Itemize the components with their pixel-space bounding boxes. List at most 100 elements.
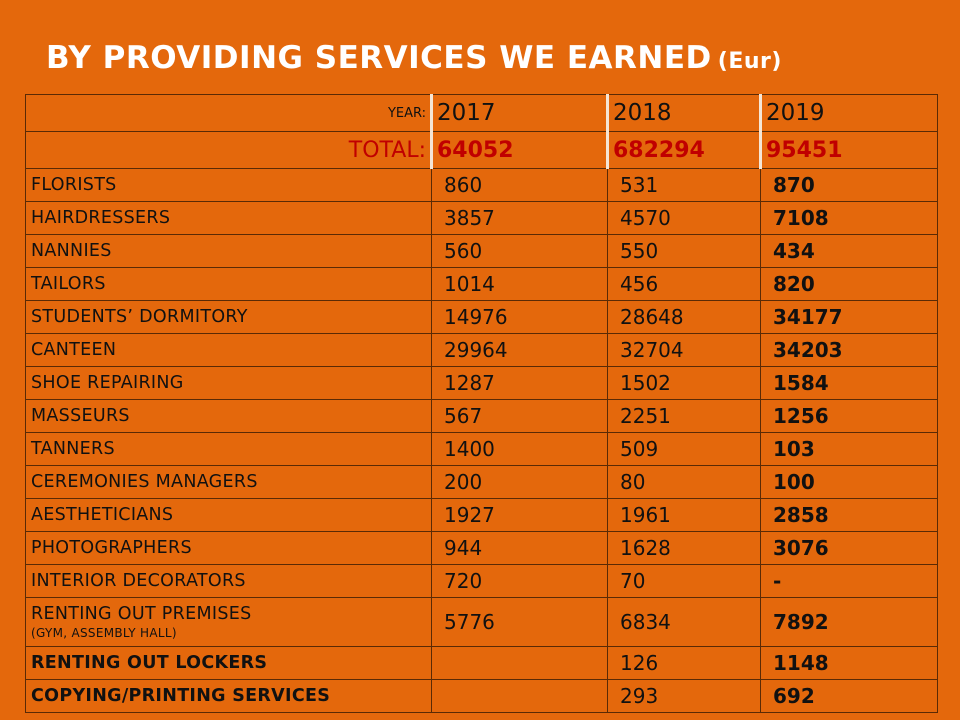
service-name: STUDENTS’ DORMITORY (25, 300, 432, 334)
year-2017: 2017 (430, 94, 608, 132)
value-2018: 550 (607, 234, 761, 268)
total-label: TOTAL: (25, 131, 432, 169)
value-2017: 567 (431, 399, 608, 433)
service-name-text: MASSEURS (31, 406, 130, 426)
service-name-text: CANTEEN (31, 340, 117, 360)
service-name: RENTING OUT PREMISES (GYM, ASSEMBLY HALL) (25, 597, 432, 647)
table-row: COPYING/PRINTING SERVICES 293 692 (25, 679, 938, 713)
value-2018: 293 (607, 679, 761, 713)
service-name-text: COPYING/PRINTING SERVICES (31, 686, 331, 706)
value-2017: 14976 (431, 300, 608, 334)
service-name: PHOTOGRAPHERS (25, 531, 432, 565)
value-2019: 434 (760, 234, 938, 268)
value-2018: 1502 (607, 366, 761, 400)
value-2017: 1400 (431, 432, 608, 466)
value-2019: 7892 (760, 597, 938, 647)
value-2017: 1014 (431, 267, 608, 301)
value-2018: 80 (607, 465, 761, 499)
value-2017: 1927 (431, 498, 608, 532)
service-name: NANNIES (25, 234, 432, 268)
table-row: PHOTOGRAPHERS 944 1628 3076 (25, 531, 938, 565)
service-name-text: AESTHETICIANS (31, 505, 174, 525)
value-2019: 34177 (760, 300, 938, 334)
table-row: CEREMONIES MANAGERS 200 80 100 (25, 465, 938, 499)
value-2017 (431, 646, 608, 680)
page-title: BY PROVIDING SERVICES WE EARNED (Eur) (46, 40, 782, 76)
table-row: RENTING OUT PREMISES (GYM, ASSEMBLY HALL)… (25, 597, 938, 647)
table-row: RENTING OUT LOCKERS 126 1148 (25, 646, 938, 680)
value-2019: 820 (760, 267, 938, 301)
year-header-row: YEAR: 2017 2018 2019 (25, 94, 938, 132)
table-row: FLORISTS 860 531 870 (25, 168, 938, 202)
table-row: TAILORS 1014 456 820 (25, 267, 938, 301)
service-name-text: INTERIOR DECORATORS (31, 571, 246, 591)
value-2018: 2251 (607, 399, 761, 433)
value-2017: 944 (431, 531, 608, 565)
service-name-text: TANNERS (31, 439, 115, 459)
value-2019: 100 (760, 465, 938, 499)
table-row: STUDENTS’ DORMITORY 14976 28648 34177 (25, 300, 938, 334)
value-2019: 103 (760, 432, 938, 466)
value-2017: 560 (431, 234, 608, 268)
table-row: MASSEURS 567 2251 1256 (25, 399, 938, 433)
value-2018: 126 (607, 646, 761, 680)
service-name-text: PHOTOGRAPHERS (31, 538, 192, 558)
service-name-text: STUDENTS’ DORMITORY (31, 307, 248, 327)
total-2017: 64052 (430, 131, 608, 169)
service-name: MASSEURS (25, 399, 432, 433)
service-name-text: TAILORS (31, 274, 106, 294)
value-2019: 1148 (760, 646, 938, 680)
service-name-text: SHOE REPAIRING (31, 373, 184, 393)
service-subtitle: (GYM, ASSEMBLY HALL) (31, 626, 177, 640)
value-2017: 720 (431, 564, 608, 598)
value-2018: 1961 (607, 498, 761, 532)
service-name: HAIRDRESSERS (25, 201, 432, 235)
value-2019: 1584 (760, 366, 938, 400)
year-2018: 2018 (606, 94, 761, 132)
value-2018: 32704 (607, 333, 761, 367)
service-name: RENTING OUT LOCKERS (25, 646, 432, 680)
table-row: HAIRDRESSERS 3857 4570 7108 (25, 201, 938, 235)
value-2017 (431, 679, 608, 713)
value-2019: 870 (760, 168, 938, 202)
earnings-table: YEAR: 2017 2018 2019 TOTAL: 64052 682294… (25, 94, 938, 713)
value-2017: 1287 (431, 366, 608, 400)
value-2018: 531 (607, 168, 761, 202)
value-2019: 34203 (760, 333, 938, 367)
value-2017: 29964 (431, 333, 608, 367)
service-name-text: RENTING OUT LOCKERS (31, 653, 268, 673)
total-row: TOTAL: 64052 682294 95451 (25, 131, 938, 169)
year-2019: 2019 (759, 94, 938, 132)
service-name: FLORISTS (25, 168, 432, 202)
service-name: INTERIOR DECORATORS (25, 564, 432, 598)
value-2018: 456 (607, 267, 761, 301)
value-2018: 28648 (607, 300, 761, 334)
service-name: TAILORS (25, 267, 432, 301)
value-2018: 509 (607, 432, 761, 466)
title-text: BY PROVIDING SERVICES WE EARNED (46, 40, 712, 76)
value-2019: 1256 (760, 399, 938, 433)
year-label: YEAR: (25, 94, 432, 132)
table-row: AESTHETICIANS 1927 1961 2858 (25, 498, 938, 532)
value-2019: 7108 (760, 201, 938, 235)
table-row: TANNERS 1400 509 103 (25, 432, 938, 466)
table-row: NANNIES 560 550 434 (25, 234, 938, 268)
total-2018: 682294 (606, 131, 761, 169)
value-2018: 70 (607, 564, 761, 598)
service-name: CANTEEN (25, 333, 432, 367)
table-row: INTERIOR DECORATORS 720 70- (25, 564, 938, 598)
value-2019: 3076 (760, 531, 938, 565)
value-2019: 2858 (760, 498, 938, 532)
service-name: AESTHETICIANS (25, 498, 432, 532)
value-2018: 1628 (607, 531, 761, 565)
service-name-text: FLORISTS (31, 175, 117, 195)
service-name: TANNERS (25, 432, 432, 466)
service-name-text: CEREMONIES MANAGERS (31, 472, 258, 492)
value-2017: 860 (431, 168, 608, 202)
total-2019: 95451 (759, 131, 938, 169)
service-name: COPYING/PRINTING SERVICES (25, 679, 432, 713)
service-name-text: HAIRDRESSERS (31, 208, 171, 228)
value-2019: 692 (760, 679, 938, 713)
service-name-text: RENTING OUT PREMISES (31, 604, 252, 624)
service-name: SHOE REPAIRING (25, 366, 432, 400)
